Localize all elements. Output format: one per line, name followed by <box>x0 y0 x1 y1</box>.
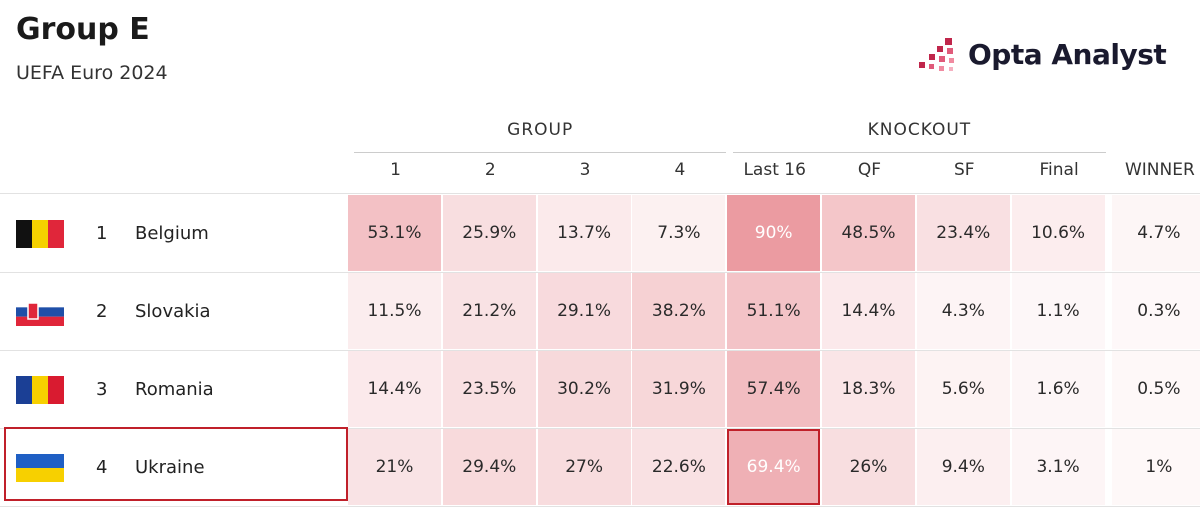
column-header: QF <box>857 160 882 180</box>
row-divider <box>0 350 1200 351</box>
cell: 1.1% <box>1011 273 1105 349</box>
cell: 18.3% <box>822 351 915 427</box>
flag <box>16 220 64 248</box>
row-divider <box>0 428 1200 429</box>
cell: 1.6% <box>1011 351 1105 427</box>
rank: 3 <box>96 379 108 400</box>
subtitle: UEFA Euro 2024 <box>16 62 168 84</box>
flag <box>16 298 64 326</box>
cell: 69.4% <box>727 429 821 505</box>
cell: 26% <box>822 429 915 505</box>
column-header: 4 <box>674 160 686 180</box>
cell: 9.4% <box>916 429 1010 505</box>
cell: 5.6% <box>916 351 1010 427</box>
cell: 27% <box>537 429 631 505</box>
flag <box>16 376 64 404</box>
cell: 0.5% <box>1112 351 1200 427</box>
cell: 53.1% <box>348 195 441 271</box>
rank: 1 <box>96 223 108 244</box>
cell: 11.5% <box>348 273 441 349</box>
rank: 4 <box>96 457 108 478</box>
logo-icon <box>919 38 954 71</box>
cell: 30.2% <box>537 351 631 427</box>
cell: 10.6% <box>1011 195 1105 271</box>
cell: 13.7% <box>537 195 631 271</box>
cell: 29.4% <box>442 429 536 505</box>
cell: 31.9% <box>632 351 726 427</box>
team-name: Belgium <box>135 223 209 244</box>
cell: 3.1% <box>1011 429 1105 505</box>
team-name: Ukraine <box>135 457 205 478</box>
cell: 21% <box>348 429 441 505</box>
column-header: 1 <box>390 160 401 180</box>
rank: 2 <box>96 301 108 322</box>
cell: 7.3% <box>632 195 726 271</box>
cell: 4.3% <box>916 273 1010 349</box>
cell: 23.5% <box>442 351 536 427</box>
row-divider <box>0 272 1200 273</box>
cell: 38.2% <box>632 273 726 349</box>
cell: 51.1% <box>727 273 821 349</box>
team-name: Slovakia <box>135 301 211 322</box>
title: Group E <box>16 12 150 47</box>
row-divider <box>0 506 1200 507</box>
cell: 21.2% <box>442 273 536 349</box>
group-header: KNOCKOUT <box>867 120 972 140</box>
flag <box>16 454 64 482</box>
highlight-box <box>4 427 348 501</box>
cell: 4.7% <box>1112 195 1200 271</box>
cell: 1% <box>1112 429 1200 505</box>
column-header: WINNER <box>1124 160 1195 180</box>
column-header: SF <box>954 160 975 180</box>
team-name: Romania <box>135 379 214 400</box>
column-header: Last 16 <box>743 160 806 180</box>
cell: 22.6% <box>632 429 726 505</box>
row-divider <box>0 193 1200 194</box>
group-underline <box>354 152 727 153</box>
cell: 14.4% <box>822 273 915 349</box>
logo-text: Opta Analyst <box>968 38 1167 71</box>
cell: 23.4% <box>916 195 1010 271</box>
cell: 25.9% <box>442 195 536 271</box>
column-header: Final <box>1039 160 1079 180</box>
cell: 57.4% <box>727 351 821 427</box>
cell: 0.3% <box>1112 273 1200 349</box>
column-header: 3 <box>579 160 591 180</box>
cell: 29.1% <box>537 273 631 349</box>
column-header: 2 <box>484 160 496 180</box>
group-underline <box>733 152 1106 153</box>
cell: 14.4% <box>348 351 441 427</box>
cell: 90% <box>727 195 821 271</box>
group-header: GROUP <box>507 120 574 140</box>
cell: 48.5% <box>822 195 915 271</box>
